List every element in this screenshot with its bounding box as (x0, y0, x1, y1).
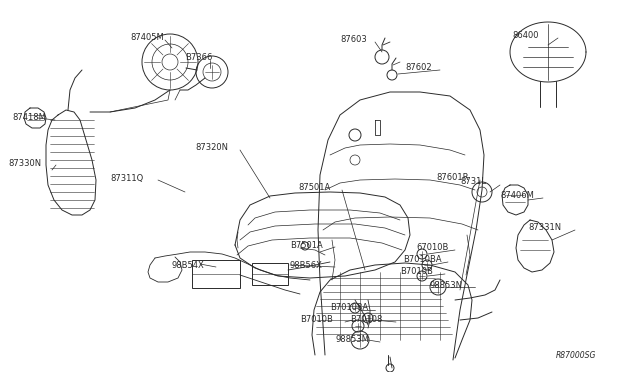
Text: 87320N: 87320N (195, 144, 228, 153)
Text: B7366: B7366 (185, 54, 212, 62)
Text: 8731L: 8731L (460, 177, 486, 186)
Circle shape (477, 187, 487, 197)
Text: B70108: B70108 (350, 315, 382, 324)
Text: 67010B: 67010B (416, 244, 449, 253)
Text: 98B54X: 98B54X (172, 260, 205, 269)
Text: 87603: 87603 (340, 35, 367, 45)
Text: 87330N: 87330N (8, 160, 41, 169)
Text: B7010BA: B7010BA (403, 256, 442, 264)
Text: 87602: 87602 (405, 64, 431, 73)
Text: B70108A: B70108A (330, 304, 368, 312)
Text: 87418M: 87418M (12, 113, 46, 122)
Text: 86400: 86400 (512, 31, 538, 39)
Text: B7010B: B7010B (400, 267, 433, 276)
Text: 87406M: 87406M (500, 190, 534, 199)
Text: 87331N: 87331N (528, 224, 561, 232)
Text: 87601R: 87601R (436, 173, 468, 183)
Text: 87405M: 87405M (130, 33, 164, 42)
Text: 87311Q: 87311Q (110, 173, 143, 183)
Text: 98853M: 98853M (335, 336, 369, 344)
Text: 87501A: 87501A (298, 183, 330, 192)
Text: R87000SG: R87000SG (556, 350, 596, 359)
Text: B7501A: B7501A (290, 241, 323, 250)
Text: 98B56X: 98B56X (290, 260, 323, 269)
Text: B7010B: B7010B (300, 315, 333, 324)
Text: 98853N: 98853N (430, 280, 463, 289)
